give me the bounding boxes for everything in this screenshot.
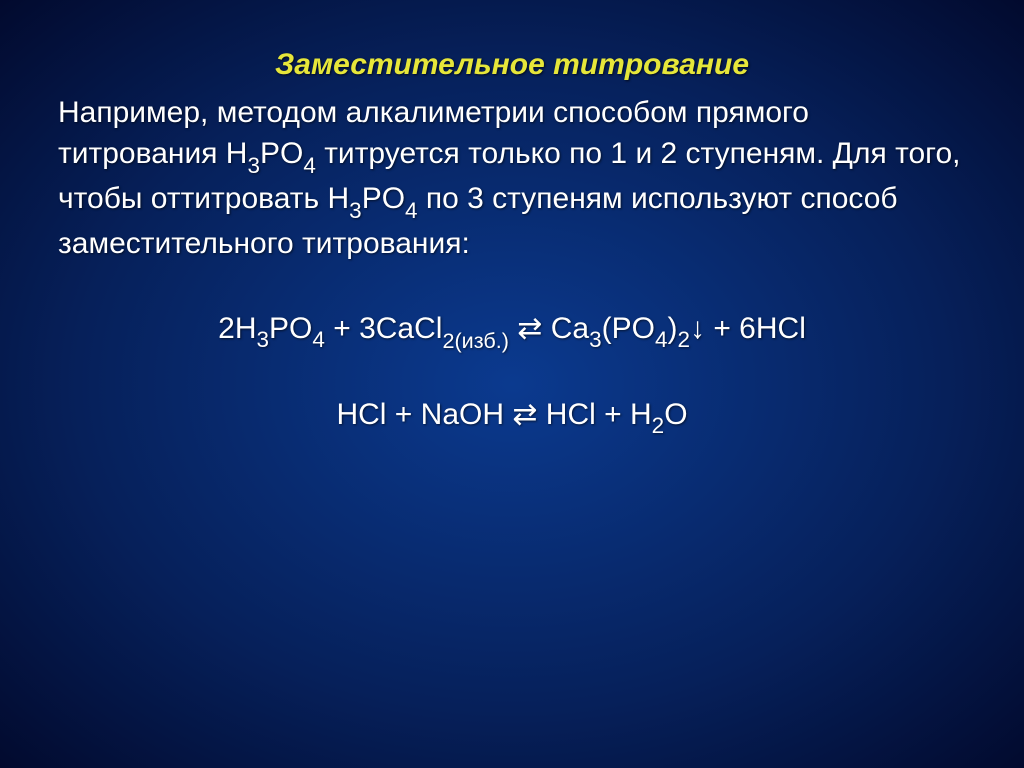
equation-1: 2H3PO4 + 3CaCl2(изб.) ⇄ Ca3(PO4)2↓ + 6HC…: [58, 311, 966, 351]
eq-part: 2H: [218, 312, 256, 345]
slide-body: Например, методом алкалиметрии способом …: [58, 92, 966, 265]
subscript: 4: [655, 327, 668, 352]
subscript: 3: [247, 153, 260, 178]
eq-part: PO: [269, 312, 312, 345]
eq-part: + 3CaCl: [325, 312, 443, 345]
eq-part: ): [667, 312, 677, 345]
paragraph-part: PO: [260, 137, 303, 170]
subscript: 2: [652, 413, 665, 438]
eq-part: HCl + NaOH ⇄ HCl + H: [336, 398, 651, 431]
equation-2: HCl + NaOH ⇄ HCl + H2O: [58, 397, 966, 437]
subscript: 3: [349, 198, 362, 223]
subscript: 2: [677, 327, 690, 352]
paragraph-part: PO: [362, 182, 405, 215]
subscript: 3: [589, 327, 602, 352]
slide: Заместительное титрование Например, мето…: [0, 0, 1024, 768]
eq-part: ↓ + 6HCl: [690, 312, 806, 345]
slide-title: Заместительное титрование: [58, 48, 966, 82]
subscript: 2(изб.): [442, 328, 508, 353]
subscript: 4: [312, 327, 325, 352]
subscript: 3: [257, 327, 270, 352]
eq-part: ⇄ Ca: [509, 312, 589, 345]
subscript: 4: [405, 198, 418, 223]
subscript: 4: [303, 153, 316, 178]
eq-part: (PO: [602, 312, 655, 345]
eq-part: O: [664, 398, 687, 431]
